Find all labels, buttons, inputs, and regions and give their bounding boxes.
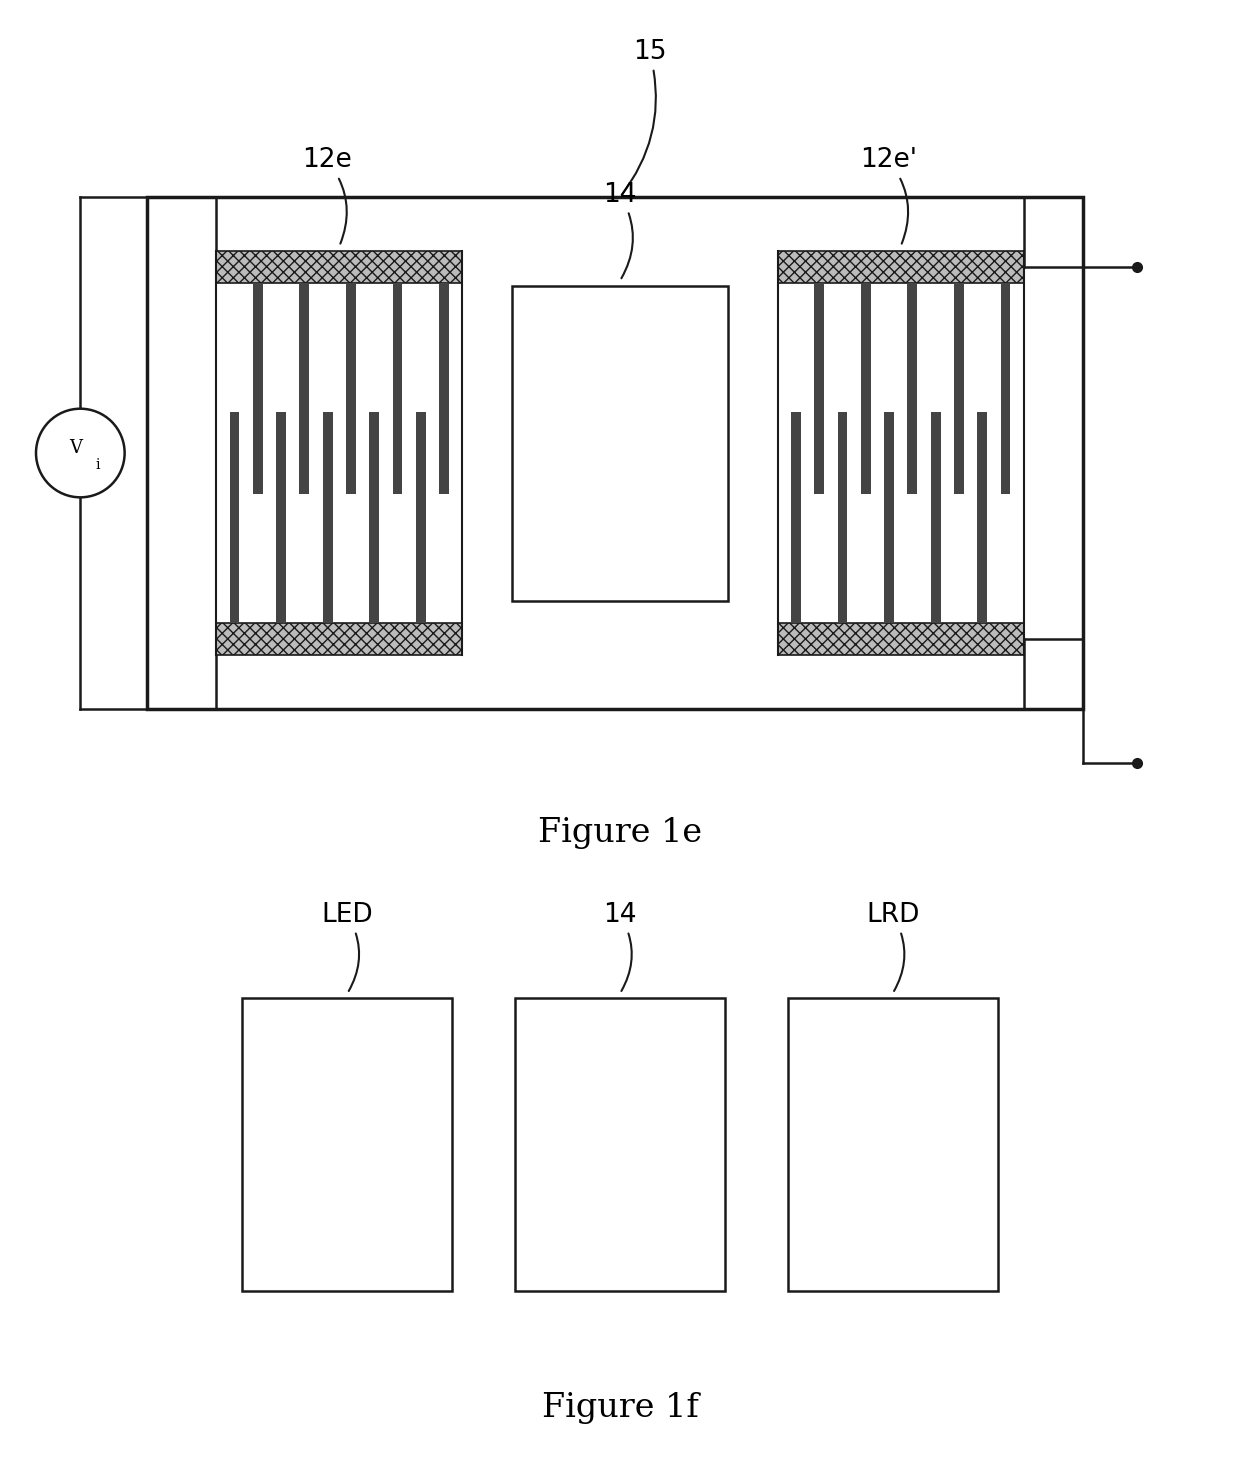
Bar xyxy=(229,411,239,623)
Text: LED: LED xyxy=(321,902,373,991)
Bar xyxy=(415,411,425,623)
Bar xyxy=(908,283,918,495)
Bar xyxy=(370,411,379,623)
Bar xyxy=(277,411,286,623)
Text: 12e': 12e' xyxy=(859,147,916,244)
Bar xyxy=(216,251,463,283)
Bar xyxy=(515,998,725,1291)
Text: i: i xyxy=(95,458,100,471)
Bar xyxy=(253,283,263,495)
Bar xyxy=(791,411,801,623)
Bar xyxy=(884,411,894,623)
Text: V: V xyxy=(69,439,82,457)
Bar xyxy=(216,623,463,655)
Bar xyxy=(777,251,1024,283)
Circle shape xyxy=(36,409,125,498)
Bar xyxy=(346,283,356,495)
Text: Figure 1f: Figure 1f xyxy=(542,1392,698,1424)
Text: LRD: LRD xyxy=(866,902,919,991)
Text: 12e: 12e xyxy=(303,147,352,244)
Bar xyxy=(512,286,728,601)
Bar xyxy=(300,283,309,495)
Bar xyxy=(837,411,847,623)
Bar xyxy=(777,623,1024,655)
Bar xyxy=(243,998,453,1291)
Text: Figure 1e: Figure 1e xyxy=(538,817,702,849)
Bar xyxy=(931,411,940,623)
Bar xyxy=(861,283,870,495)
Text: 14: 14 xyxy=(603,902,637,991)
Bar xyxy=(954,283,963,495)
Text: 15: 15 xyxy=(621,39,666,194)
Bar xyxy=(393,283,403,495)
Bar xyxy=(787,998,997,1291)
Bar xyxy=(439,283,449,495)
Bar xyxy=(322,411,332,623)
Bar xyxy=(977,411,987,623)
Text: 14: 14 xyxy=(603,182,637,279)
Bar xyxy=(148,197,1083,709)
Bar xyxy=(815,283,825,495)
Bar xyxy=(1001,283,1011,495)
